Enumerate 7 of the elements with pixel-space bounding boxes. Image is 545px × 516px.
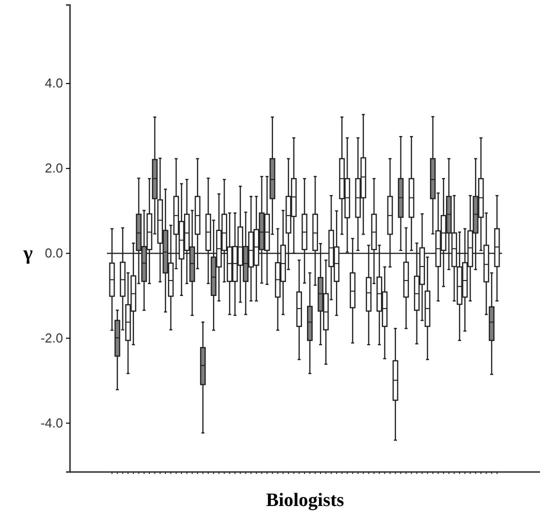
y-tick-label: 0.0 <box>44 246 63 261</box>
y-tick-label: -2.0 <box>40 330 63 346</box>
x-axis-title: Biologists <box>266 490 344 511</box>
y-tick-label: 2.0 <box>44 160 63 176</box>
y-tick-label: 4.0 <box>44 76 63 91</box>
y-axis-title: γ <box>22 242 34 264</box>
y-tick-label: -4.0 <box>40 415 63 430</box>
